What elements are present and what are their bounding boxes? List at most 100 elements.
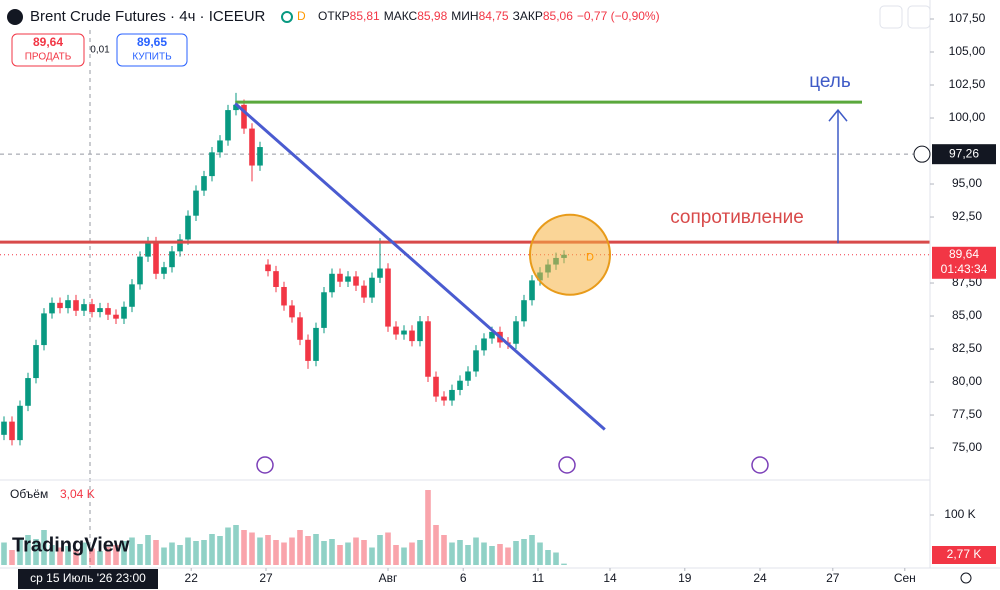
candle-body: [377, 268, 383, 278]
candle-body: [289, 305, 295, 318]
candle-body: [73, 300, 79, 311]
crosshair-time: ср 15 Июль '26 23:00: [30, 571, 146, 585]
volume-bar: [65, 546, 71, 565]
menu-button[interactable]: [907, 5, 931, 29]
x-tick-label: 19: [678, 571, 692, 585]
volume-bar: [233, 525, 239, 565]
candle-body: [113, 314, 119, 319]
volume-bar: [297, 530, 303, 565]
candle-body: [353, 276, 359, 286]
sell-label: ПРОДАТЬ: [25, 52, 72, 63]
volume-bar: [505, 547, 511, 565]
crosshair-price-box: [932, 144, 996, 165]
event-icon[interactable]: [751, 456, 769, 474]
candle-body: [313, 327, 319, 361]
volume-bar: [289, 537, 295, 565]
x-tick-label: Авг: [379, 571, 398, 585]
volume-bar: [425, 490, 431, 565]
volume-bar: [9, 550, 15, 565]
candle-body: [121, 306, 127, 319]
ohlc: ОТКР85,81 МАКС85,98 МИН84,75 ЗАКР85,06 −0,77…: [318, 9, 660, 23]
buy-label: КУПИТЬ: [132, 52, 172, 63]
volume-bar: [377, 535, 383, 565]
volume-bar: [89, 548, 95, 565]
volume-name: Объём: [10, 487, 48, 501]
candle-body: [97, 308, 103, 313]
volume-bar: [217, 536, 223, 565]
settings-icon[interactable]: [960, 572, 972, 584]
sell-button[interactable]: [11, 33, 85, 67]
volume-bar: [401, 547, 407, 565]
volume-bar: [33, 539, 39, 565]
resistance-label: сопротивление: [670, 207, 804, 228]
volume-bar: [225, 527, 231, 565]
candle-body: [425, 321, 431, 377]
label: ОТКР: [318, 9, 350, 23]
volume-bar: [193, 541, 199, 565]
label: МАКС: [384, 9, 418, 23]
candle-body: [401, 330, 407, 335]
candle-body: [241, 104, 247, 129]
volume-bar: [73, 550, 79, 565]
plot: сопротивление цель D: [0, 30, 930, 568]
buy-button[interactable]: [116, 33, 188, 67]
y-tick-label: 107,50: [949, 11, 986, 25]
volume-bar: [417, 540, 423, 565]
x-tick-label: 14: [603, 571, 617, 585]
volume-bar: [521, 539, 527, 565]
volume-bar: [81, 542, 87, 565]
volume-bar: [265, 535, 271, 565]
candle-body: [297, 317, 303, 340]
volume-last: 2,77 K: [947, 547, 982, 561]
volume-bar: [161, 547, 167, 565]
event-icon[interactable]: [256, 456, 274, 474]
candle-body: [521, 300, 527, 322]
volume-bar: [441, 535, 447, 565]
x-tick-label: 24: [753, 571, 767, 585]
candle-body: [529, 280, 535, 301]
add-alert[interactable]: [913, 145, 931, 163]
logo[interactable]: TradingView: [12, 534, 130, 556]
candle-body: [41, 313, 47, 346]
candle-body: [257, 147, 263, 166]
candle-body: [361, 285, 367, 298]
volume-bar: [153, 540, 159, 565]
symbol-icon[interactable]: [7, 9, 23, 25]
volume-bar: [457, 540, 463, 565]
candle-body: [433, 376, 439, 397]
trend-line: [234, 102, 606, 431]
candle-body: [177, 239, 183, 252]
candle-body: [145, 242, 151, 257]
volume-bar: [385, 532, 391, 565]
download-button[interactable]: [879, 5, 903, 29]
volume-bar: [1, 542, 7, 565]
candle-body: [25, 378, 31, 406]
volume-bar: [329, 539, 335, 565]
candle-body: [81, 304, 87, 311]
candle-body: [329, 273, 335, 293]
candle-body: [337, 273, 343, 282]
candle-body: [321, 292, 327, 328]
volume-bar: [489, 546, 495, 565]
candle-body: [1, 421, 7, 435]
candle-body: [513, 321, 519, 344]
candle-body: [305, 339, 311, 361]
volume-bar: [337, 545, 343, 565]
volume-bar: [321, 541, 327, 565]
symbol[interactable]: Brent Crude Futures · 4ч · ICEEUR: [30, 8, 266, 25]
volume-bar: [241, 530, 247, 565]
candle-body: [9, 421, 15, 441]
sell-price: 89,64: [33, 35, 63, 49]
dividend-marker: D: [586, 252, 594, 264]
event-icon[interactable]: [558, 456, 576, 474]
candle-body: [393, 326, 399, 335]
candle-body: [281, 286, 287, 306]
volume-bar: [513, 541, 519, 565]
candle-body: [265, 264, 271, 272]
last-price: 89,64: [949, 247, 979, 261]
y-tick-label: 100,00: [949, 110, 986, 124]
y-tick-label: 95,00: [952, 176, 982, 190]
value: 85,98: [417, 9, 447, 23]
candle-body: [209, 152, 215, 177]
candle-body: [169, 251, 175, 268]
